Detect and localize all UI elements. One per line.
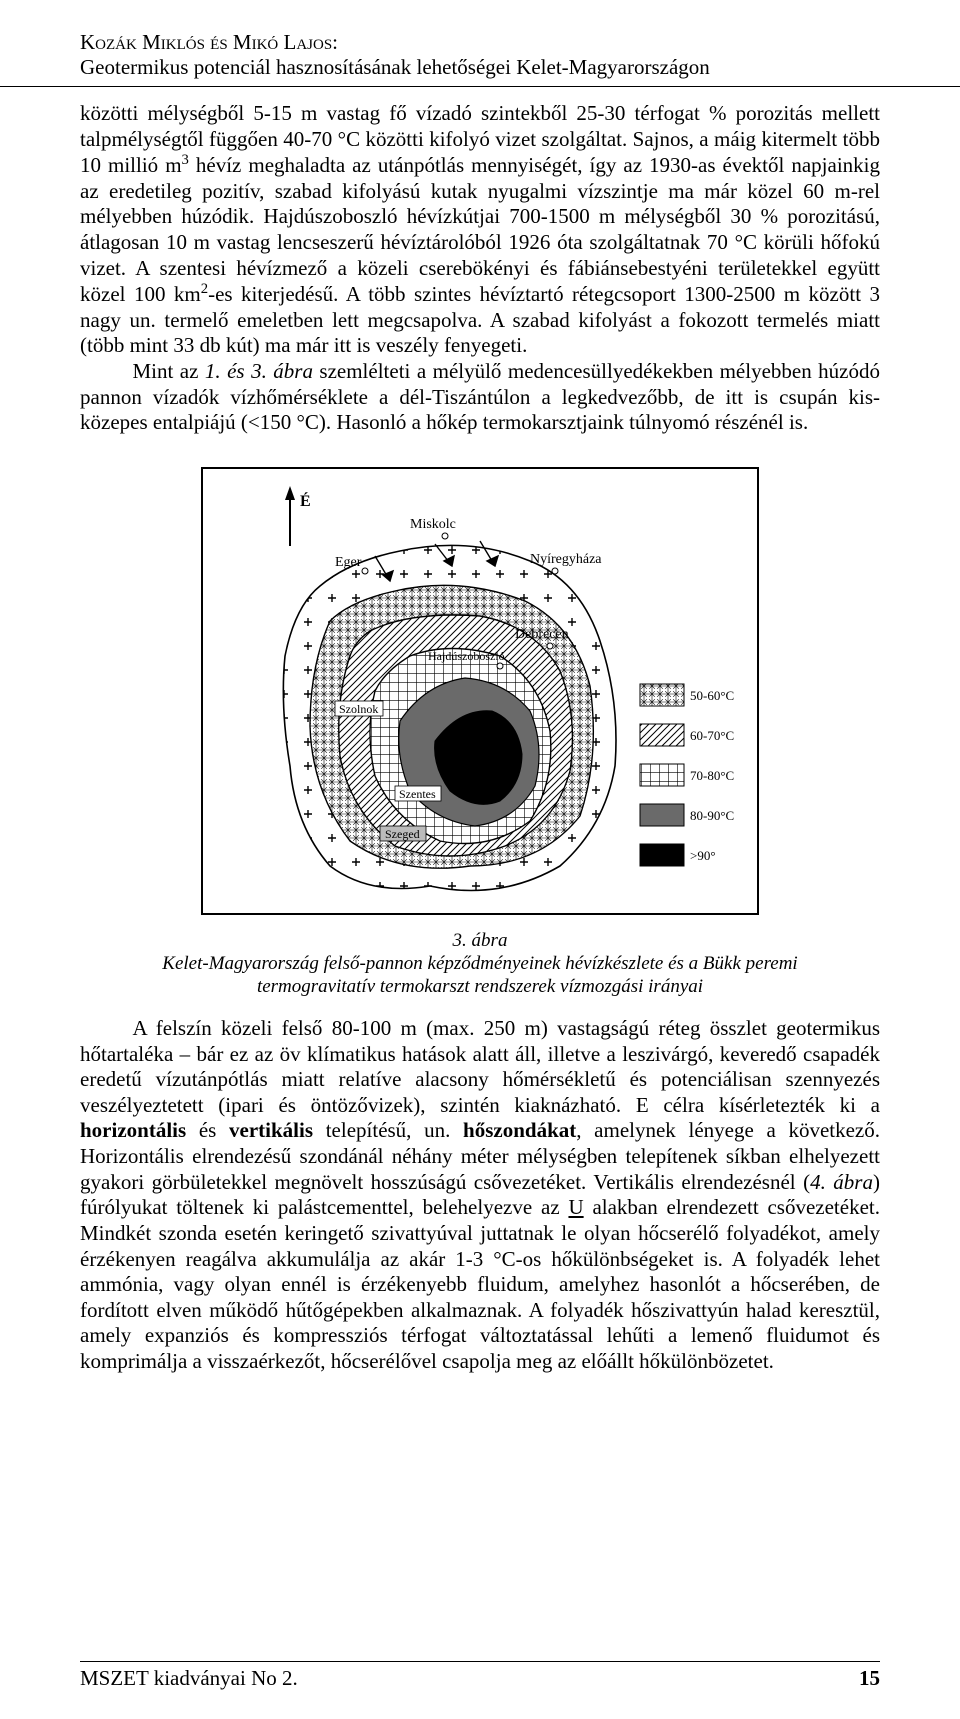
page-header: Kozák Miklós és Mikó Lajos: Geotermikus …	[0, 0, 960, 87]
city-hajduszoboszlo: Hajdúszoboszló	[428, 649, 505, 663]
superscript: 2	[201, 281, 208, 297]
journal-name: MSZET kiadványai No 2.	[80, 1666, 298, 1690]
paragraph-1: közötti mélységből 5-15 m vastag fő víza…	[80, 101, 880, 359]
text: Mint az	[133, 359, 205, 383]
north-label: É	[300, 491, 311, 510]
superscript: 3	[182, 152, 189, 168]
north-arrow: É	[285, 486, 311, 546]
city-miskolc: Miskolc	[410, 517, 456, 532]
bold-term: hőszondákat	[463, 1118, 576, 1142]
city-szentes: Szentes	[399, 787, 436, 801]
figure-reference: 1. és 3. ábra	[205, 359, 313, 383]
figure-reference: 4. ábra	[810, 1170, 873, 1194]
text: alakban elrendezett csővezetéket. Mindké…	[80, 1195, 880, 1373]
map-svg: É Eger Miskolc	[200, 466, 760, 916]
map-legend: 50-60°C 60-70°C 70-80°C 80-90°C >90°	[640, 684, 734, 866]
city-eger: Eger	[335, 555, 362, 570]
legend-label-1: 60-70°C	[690, 728, 734, 743]
text: A felszín közeli felső 80-100 m (max. 25…	[80, 1016, 880, 1117]
bold-term: vertikális	[229, 1118, 313, 1142]
figure-3: É Eger Miskolc	[200, 466, 760, 923]
page-footer: MSZET kiadványai No 2. 15	[80, 1661, 880, 1691]
header-authors: Kozák Miklós és Mikó Lajos:	[80, 30, 880, 55]
caption-label: 3. ábra	[453, 930, 508, 951]
city-nyiregyhaza: Nyíregyháza	[530, 552, 602, 567]
legend-label-4: >90°	[690, 848, 716, 863]
text: és	[186, 1118, 229, 1142]
legend-label-3: 80-90°C	[690, 808, 734, 823]
city-szolnok: Szolnok	[339, 702, 378, 716]
page-body: közötti mélységből 5-15 m vastag fő víza…	[0, 87, 960, 1375]
page-number: 15	[859, 1666, 880, 1691]
legend-label-0: 50-60°C	[690, 688, 734, 703]
page: Kozák Miklós és Mikó Lajos: Geotermikus …	[0, 0, 960, 1719]
header-title: Geotermikus potenciál hasznosításának le…	[80, 55, 880, 80]
text: telepítésű, un.	[313, 1118, 463, 1142]
underlined: U	[568, 1195, 583, 1219]
paragraph-2: Mint az 1. és 3. ábra szemlélteti a mély…	[80, 359, 880, 436]
caption-text: Kelet-Magyarország felső-pannon képződmé…	[162, 953, 797, 997]
city-debrecen: Debrecen	[515, 627, 569, 642]
paragraph-3: A felszín közeli felső 80-100 m (max. 25…	[80, 1016, 880, 1375]
figure-3-caption: 3. ábra Kelet-Magyarország felső-pannon …	[120, 929, 840, 999]
city-szeged: Szeged	[385, 827, 420, 841]
legend-label-2: 70-80°C	[690, 768, 734, 783]
bold-term: horizontális	[80, 1118, 186, 1142]
